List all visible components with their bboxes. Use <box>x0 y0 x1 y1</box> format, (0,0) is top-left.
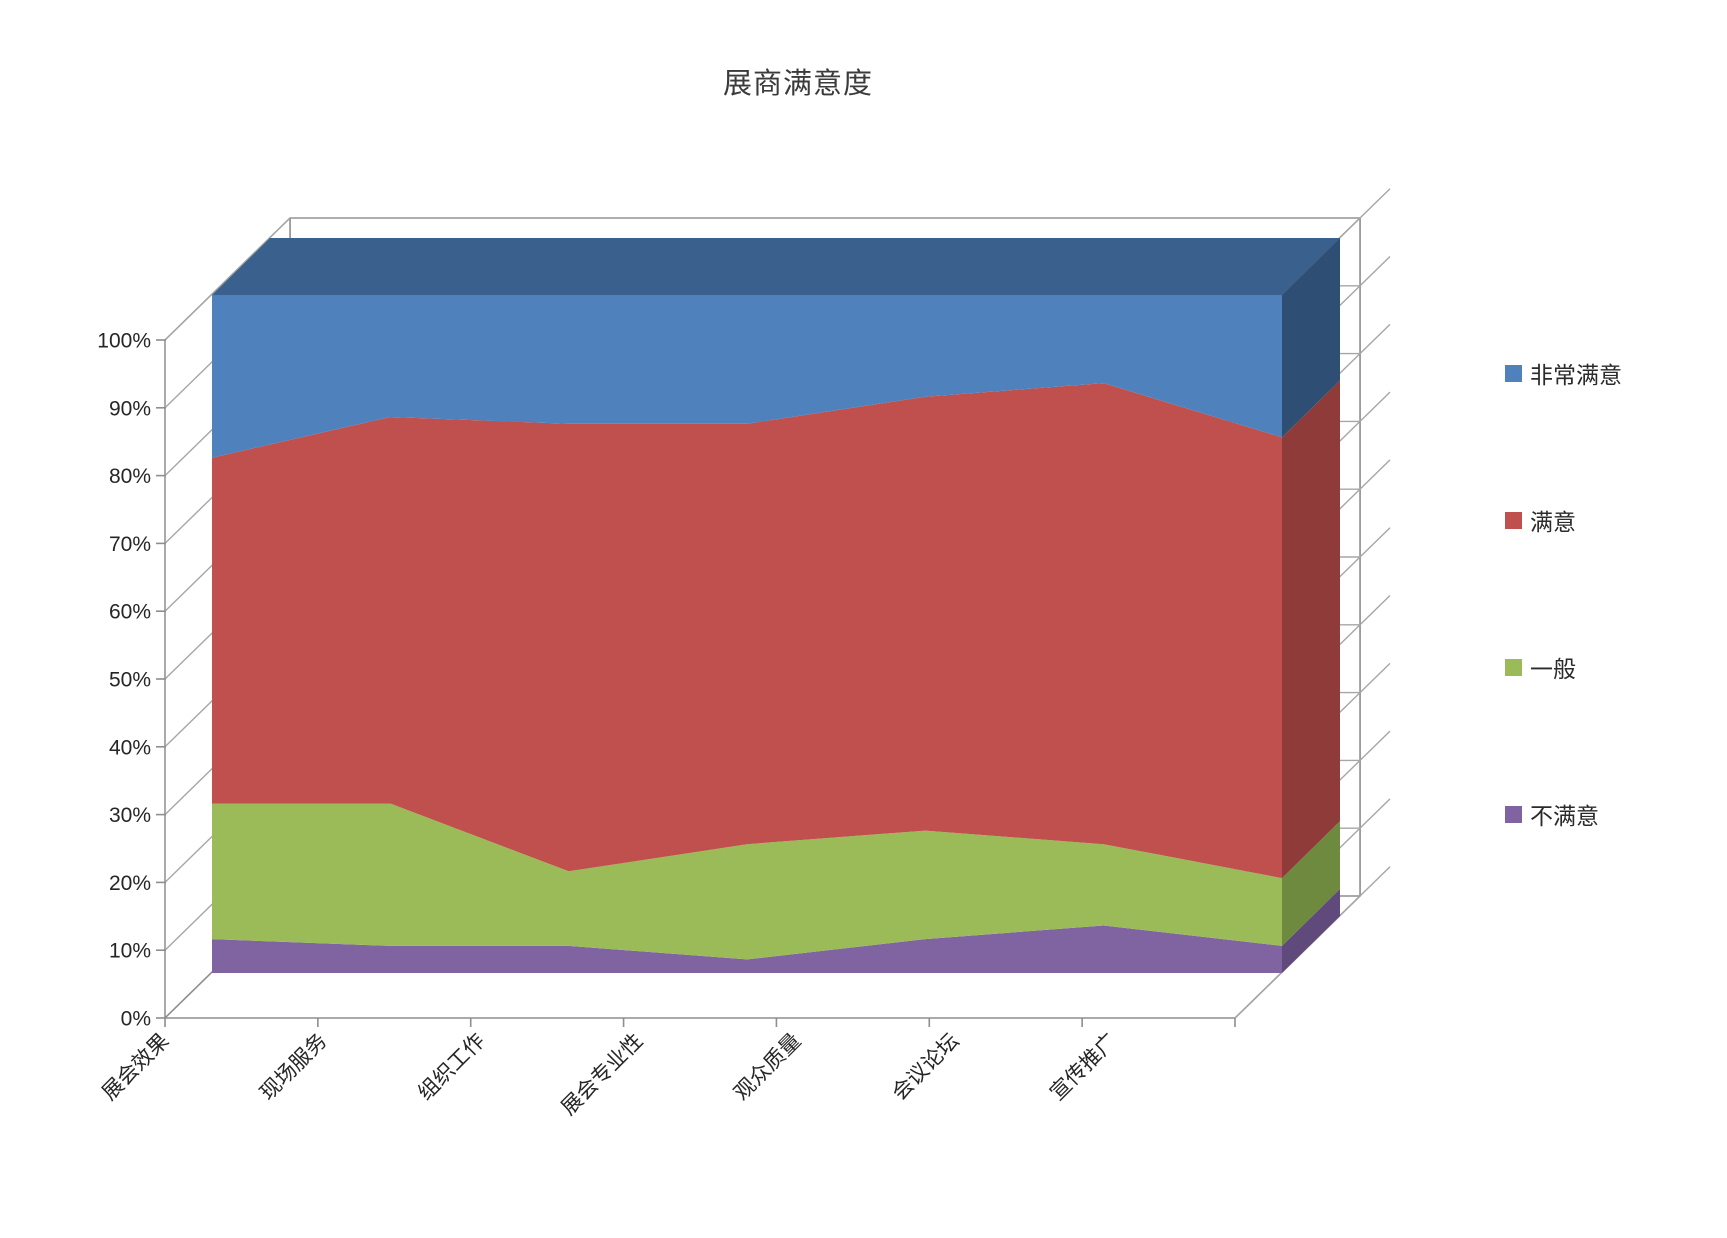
solid-side-face-3 <box>1282 238 1340 438</box>
x-axis-label: 展会专业性 <box>557 1029 648 1120</box>
chart-title: 展商满意度 <box>722 68 873 100</box>
x-axis-label: 观众质量 <box>730 1029 806 1105</box>
y-axis-label: 10% <box>109 940 151 963</box>
series-area-2 <box>212 383 1282 879</box>
legend-swatch-icon <box>1505 658 1522 676</box>
legend-swatch-icon <box>1505 364 1522 382</box>
legend: 非常满意满意一般不满意 <box>1505 0 1715 1238</box>
y-axis-label: 80% <box>109 465 151 488</box>
legend-swatch-icon <box>1505 805 1522 823</box>
y-axis-label: 60% <box>109 601 151 624</box>
legend-item-2: 一般 <box>1505 654 1576 682</box>
legend-label: 非常满意 <box>1530 362 1622 388</box>
y-axis-label: 70% <box>109 533 151 556</box>
legend-label: 一般 <box>1530 656 1576 682</box>
series-area-1 <box>212 803 1282 960</box>
x-axis-label: 展会效果 <box>98 1029 174 1105</box>
left-wall-gridline <box>164 217 291 341</box>
y-axis-label: 0% <box>121 1008 151 1031</box>
y-axis-label: 90% <box>109 397 151 420</box>
x-axis-label: 组织工作 <box>414 1029 490 1105</box>
y-axis-label: 100% <box>97 330 151 353</box>
x-axis-label: 会议论坛 <box>888 1029 964 1105</box>
legend-item-0: 非常满意 <box>1505 360 1622 388</box>
legend-item-3: 不满意 <box>1505 801 1599 829</box>
legend-item-1: 满意 <box>1505 507 1576 535</box>
solid-side-face-0 <box>1282 888 1340 973</box>
x-axis-label: 现场服务 <box>256 1029 332 1105</box>
series-area-0 <box>212 925 1282 973</box>
y-axis-label: 30% <box>109 804 151 827</box>
series-area-3 <box>212 295 1282 458</box>
legend-label: 满意 <box>1530 509 1576 535</box>
y-axis-label: 40% <box>109 736 151 759</box>
legend-swatch-icon <box>1505 511 1522 529</box>
solid-side-face-1 <box>1282 821 1340 946</box>
y-axis-label: 20% <box>109 872 151 895</box>
legend-label: 不满意 <box>1530 803 1599 829</box>
solid-top-face <box>212 238 1340 295</box>
solid-side-face-2 <box>1282 380 1340 879</box>
y-axis-label: 50% <box>109 669 151 692</box>
x-axis-label: 宣传推广 <box>1046 1029 1122 1105</box>
